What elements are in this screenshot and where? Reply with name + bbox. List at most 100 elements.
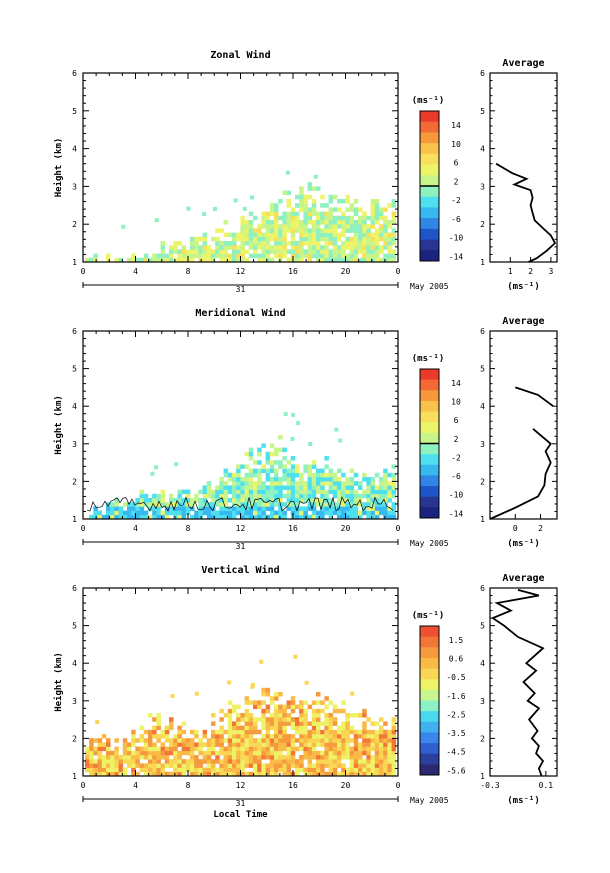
heatmap-cell bbox=[240, 763, 245, 768]
heatmap-cell bbox=[139, 489, 145, 495]
heatmap-cell bbox=[244, 734, 250, 739]
heatmap-cell bbox=[257, 700, 262, 705]
heatmap-cell bbox=[240, 767, 245, 773]
heatmap-cell bbox=[232, 510, 237, 516]
heatmap-cell bbox=[139, 763, 145, 768]
heatmap-cell bbox=[308, 441, 313, 446]
colorbar-tick-label: -2 bbox=[451, 196, 461, 205]
heatmap-cell bbox=[311, 738, 317, 743]
heatmap-cell bbox=[316, 224, 321, 229]
heatmap-cell bbox=[244, 220, 250, 225]
heatmap-cell bbox=[110, 767, 115, 773]
heatmap-cell bbox=[303, 228, 308, 233]
heatmap-cell bbox=[219, 767, 224, 773]
heatmap-cell bbox=[240, 771, 245, 777]
heatmap-cell bbox=[358, 713, 363, 718]
heatmap-cell bbox=[227, 717, 233, 722]
heatmap-cell bbox=[316, 713, 321, 718]
heatmap-cell bbox=[219, 257, 224, 263]
heatmap-cell bbox=[324, 713, 329, 718]
heatmap-cell bbox=[383, 750, 388, 756]
heatmap-cell bbox=[383, 220, 388, 225]
heatmap-cell bbox=[282, 763, 287, 768]
heatmap-cell bbox=[337, 742, 342, 747]
heatmap-cell bbox=[332, 704, 338, 710]
heatmap-cell bbox=[177, 755, 182, 760]
heatmap-cell bbox=[232, 485, 237, 490]
heatmap-cell bbox=[211, 750, 216, 756]
heatmap-cell bbox=[139, 257, 145, 263]
heatmap-cell bbox=[316, 767, 321, 773]
heatmap-cell bbox=[131, 506, 136, 511]
heatmap-cell bbox=[366, 215, 371, 221]
heatmap-cell bbox=[240, 717, 245, 722]
heatmap-cell bbox=[374, 759, 380, 764]
heatmap-cell bbox=[253, 721, 258, 726]
heatmap-cell bbox=[232, 763, 237, 768]
heatmap-cell bbox=[194, 691, 199, 696]
heatmap-cell bbox=[379, 750, 384, 756]
heatmap-cell bbox=[379, 725, 384, 731]
heatmap-cell bbox=[198, 249, 203, 254]
heatmap-cell bbox=[349, 215, 355, 221]
heatmap-cell bbox=[311, 506, 317, 511]
heatmap-cell bbox=[160, 502, 166, 507]
heatmap-cell bbox=[303, 721, 308, 726]
heatmap-cell bbox=[387, 514, 392, 520]
heatmap-cell bbox=[227, 700, 233, 705]
heatmap-cell bbox=[274, 447, 279, 453]
heatmap-cell bbox=[358, 767, 363, 773]
heatmap-cell bbox=[223, 713, 229, 718]
heatmap-cell bbox=[185, 767, 191, 773]
heatmap-cell bbox=[190, 767, 195, 773]
heatmap-cell bbox=[328, 472, 334, 478]
heatmap-cell bbox=[328, 755, 334, 760]
profile-y-tick-label: 4 bbox=[480, 659, 485, 668]
heatmap-cell bbox=[290, 224, 296, 229]
heatmap-cell bbox=[290, 704, 296, 710]
heatmap-cell bbox=[387, 472, 392, 478]
heatmap-cell bbox=[362, 477, 367, 482]
heatmap-cell bbox=[383, 468, 388, 474]
heatmap-cell bbox=[316, 228, 321, 233]
heatmap-cell bbox=[135, 755, 140, 760]
heatmap-cell bbox=[286, 485, 292, 490]
heatmap-cell bbox=[345, 207, 350, 212]
heatmap-cell bbox=[265, 460, 271, 465]
heatmap-cell bbox=[236, 472, 241, 478]
heatmap-cell bbox=[106, 750, 111, 756]
heatmap-cell bbox=[97, 767, 103, 773]
heatmap-cell bbox=[295, 771, 300, 777]
heatmap-cell bbox=[345, 220, 350, 225]
heatmap-cell bbox=[261, 464, 266, 469]
heatmap-cell bbox=[257, 451, 262, 457]
heatmap-cell bbox=[341, 502, 346, 507]
heatmap-cell bbox=[286, 506, 292, 511]
heatmap-cell bbox=[274, 460, 279, 465]
heatmap-cell bbox=[173, 506, 178, 511]
heatmap-cell bbox=[173, 245, 178, 250]
heatmap-cell bbox=[341, 746, 346, 752]
heatmap-cell bbox=[240, 498, 245, 503]
heatmap-cell bbox=[177, 771, 182, 777]
heatmap-cell bbox=[236, 506, 241, 511]
heatmap-cell bbox=[307, 236, 313, 242]
heatmap-cell bbox=[274, 236, 279, 242]
heatmap-cell bbox=[383, 236, 388, 242]
heatmap-cell bbox=[148, 498, 153, 503]
heatmap-cell bbox=[299, 700, 304, 705]
heatmap-cell bbox=[248, 236, 254, 242]
heatmap-cell bbox=[295, 245, 300, 250]
heatmap-cell bbox=[278, 249, 283, 254]
heatmap-cell bbox=[391, 750, 397, 756]
heatmap-cell bbox=[135, 498, 140, 503]
heatmap-cell bbox=[278, 253, 283, 259]
y-axis-label: Height (km) bbox=[53, 138, 64, 198]
heatmap-cell bbox=[169, 725, 174, 731]
heatmap-cell bbox=[114, 746, 119, 752]
heatmap-cell bbox=[143, 763, 149, 768]
heatmap-cell bbox=[215, 734, 220, 739]
heatmap-cell bbox=[253, 460, 258, 465]
heatmap-cell bbox=[261, 746, 266, 752]
heatmap-cell bbox=[240, 729, 245, 735]
